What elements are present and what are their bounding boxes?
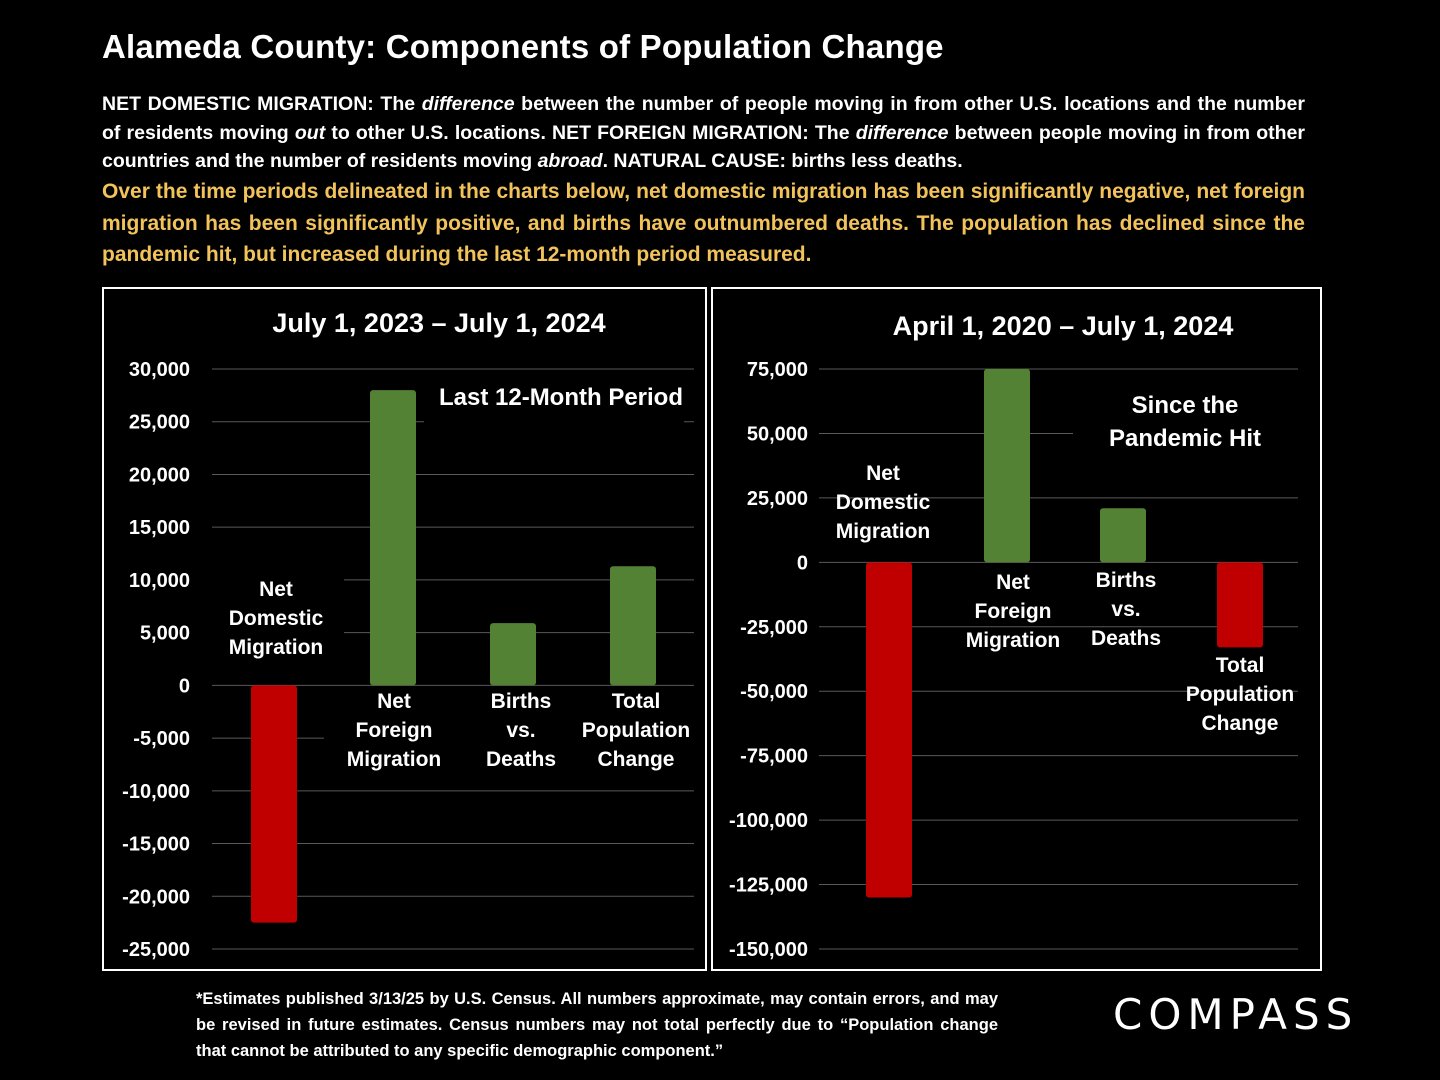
y-tick-label: -25,000 <box>740 617 808 639</box>
category-label: Deaths <box>1091 627 1161 650</box>
definition-emphasis: difference <box>421 93 515 115</box>
y-tick-label: -20,000 <box>122 886 190 908</box>
category-label: Net <box>866 462 900 485</box>
definition-emphasis: difference <box>855 121 949 144</box>
summary-paragraph: Over the time periods delineated in the … <box>102 180 1305 266</box>
category-label: Net <box>996 571 1030 594</box>
chart-since-pandemic: 75,000 50,000 25,000 0 -25,000 -50,000 -75,000… <box>729 311 1298 961</box>
definition-text: . NATURAL CAUSE: births less deaths. <box>602 150 963 172</box>
y-tick-label: 0 <box>179 675 190 697</box>
compass-logo: COMPASS <box>1113 990 1359 1039</box>
y-tick-label: -10,000 <box>122 781 190 803</box>
category-label: Change <box>597 748 674 771</box>
category-label: Births <box>1096 569 1157 592</box>
category-label: Total <box>612 690 661 713</box>
y-tick-label: 15,000 <box>129 517 190 539</box>
category-label: Domestic <box>836 491 931 514</box>
definition-emphasis: abroad <box>537 150 603 172</box>
category-label: Population <box>1186 683 1295 706</box>
page-title: Alameda County: Components of Population… <box>102 28 944 65</box>
category-label: Change <box>1201 712 1278 735</box>
y-tick-label: 50,000 <box>747 423 808 445</box>
definition-emphasis: out <box>294 121 326 144</box>
y-tick-label: 10,000 <box>129 570 190 592</box>
category-label: Total <box>1216 654 1265 677</box>
y-tick-label: 25,000 <box>747 488 808 510</box>
definition-text: between people moving in from other coun… <box>102 121 1305 173</box>
y-tick-label: -150,000 <box>729 939 808 961</box>
definition-text: to other U.S. locations. NET FOREIGN MIG… <box>325 121 856 144</box>
chart-title: April 1, 2020 – July 1, 2024 <box>893 311 1234 341</box>
y-tick-label: 25,000 <box>129 412 190 434</box>
category-label: Migration <box>347 748 442 771</box>
category-label: Net <box>259 578 293 601</box>
category-label: Deaths <box>486 748 556 771</box>
category-label: vs. <box>506 719 535 742</box>
chart-annotation: Since the <box>1132 392 1239 419</box>
category-label: Domestic <box>229 607 324 630</box>
footnote: *Estimates published 3/13/25 by U.S. Cen… <box>196 990 998 1060</box>
y-tick-label: 0 <box>797 552 808 574</box>
category-label: Migration <box>836 520 931 543</box>
y-tick-label: -75,000 <box>740 746 808 768</box>
y-tick-label: 30,000 <box>129 359 190 381</box>
chart-12-month: 30,000 25,000 20,000 15,000 10,000 5,000 0 -5,0… <box>122 308 694 961</box>
chart-title: July 1, 2023 – July 1, 2024 <box>272 308 605 338</box>
bar-total-population-change <box>610 566 656 686</box>
category-label: vs. <box>1111 598 1140 621</box>
bar-net-domestic-migration <box>251 685 297 923</box>
chart-annotation: Last 12-Month Period <box>439 384 683 411</box>
bar-net-domestic-migration <box>866 562 912 898</box>
category-label: Births <box>491 690 552 713</box>
y-tick-label: -100,000 <box>729 810 808 832</box>
category-label: Migration <box>966 629 1061 652</box>
y-tick-label: 75,000 <box>747 359 808 381</box>
chart-panel-12-month: 30,000 25,000 20,000 15,000 10,000 5,000 0 -5,0… <box>102 287 707 971</box>
category-label: Population <box>582 719 691 742</box>
y-tick-label: 5,000 <box>140 623 190 645</box>
bar-total-population-change <box>1217 562 1263 648</box>
y-tick-label: -50,000 <box>740 681 808 703</box>
chart-annotation: Pandemic Hit <box>1109 425 1261 452</box>
chart-panel-since-pandemic: 75,000 50,000 25,000 0 -25,000 -50,000 -75,000… <box>711 287 1322 971</box>
bar-births-vs-deaths <box>490 623 536 686</box>
category-label: Migration <box>229 636 324 659</box>
definition-text: between the number of people moving in f… <box>102 93 1305 144</box>
y-tick-label: -125,000 <box>729 875 808 897</box>
definition-text: NET DOMESTIC MIGRATION: The <box>102 93 422 115</box>
y-tick-label: -25,000 <box>122 939 190 961</box>
y-tick-label: 20,000 <box>129 464 190 486</box>
y-tick-label: -15,000 <box>122 834 190 856</box>
bar-births-vs-deaths <box>1100 508 1146 563</box>
category-label: Foreign <box>975 600 1052 623</box>
definitions-paragraph: NET DOMESTIC MIGRATION: The difference b… <box>102 90 1305 176</box>
bar-net-foreign-migration <box>370 390 416 686</box>
category-label: Foreign <box>356 719 433 742</box>
bar-net-foreign-migration <box>984 369 1030 563</box>
category-label: Net <box>377 690 411 713</box>
y-tick-label: -5,000 <box>133 728 190 750</box>
